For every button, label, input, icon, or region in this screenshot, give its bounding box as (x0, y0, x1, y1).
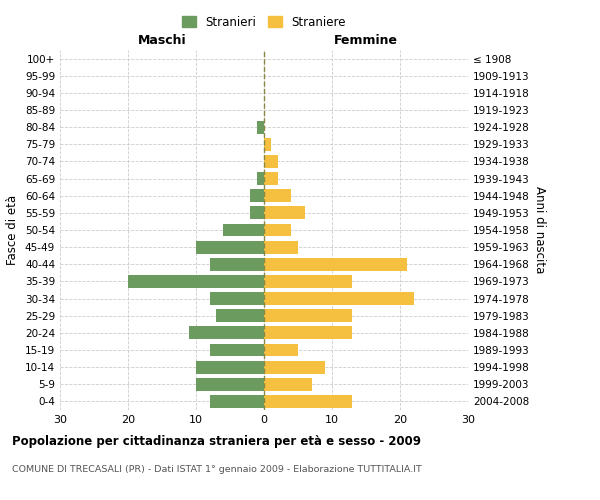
Bar (264, 172, 278, 185)
Bar (257, 172, 264, 185)
Text: Popolazione per cittadinanza straniera per età e sesso - 2009: Popolazione per cittadinanza straniera p… (12, 435, 421, 448)
Y-axis label: Fasce di età: Fasce di età (7, 195, 19, 265)
Y-axis label: Anni di nascita: Anni di nascita (533, 186, 546, 274)
Bar (128, 275, 264, 288)
Bar (264, 360, 325, 374)
Text: Femmine: Femmine (334, 34, 398, 46)
Bar (264, 155, 278, 168)
Bar (264, 344, 298, 356)
Bar (189, 326, 264, 340)
Bar (264, 292, 413, 305)
Bar (209, 344, 264, 356)
Bar (264, 206, 305, 220)
Bar (250, 206, 264, 220)
Bar (264, 138, 271, 150)
Bar (196, 378, 264, 390)
Bar (217, 310, 264, 322)
Bar (264, 310, 352, 322)
Bar (264, 275, 352, 288)
Bar (196, 240, 264, 254)
Bar (264, 326, 352, 340)
Bar (257, 120, 264, 134)
Legend: Stranieri, Straniere: Stranieri, Straniere (177, 11, 351, 34)
Bar (223, 224, 264, 236)
Bar (209, 292, 264, 305)
Text: Maschi: Maschi (137, 34, 187, 46)
Bar (196, 360, 264, 374)
Bar (264, 378, 311, 390)
Bar (209, 258, 264, 270)
Bar (250, 190, 264, 202)
Bar (209, 395, 264, 408)
Bar (264, 258, 407, 270)
Text: COMUNE DI TRECASALI (PR) - Dati ISTAT 1° gennaio 2009 - Elaborazione TUTTITALIA.: COMUNE DI TRECASALI (PR) - Dati ISTAT 1°… (12, 465, 422, 474)
Bar (264, 190, 291, 202)
Bar (264, 240, 298, 254)
Bar (264, 395, 352, 408)
Bar (264, 224, 291, 236)
